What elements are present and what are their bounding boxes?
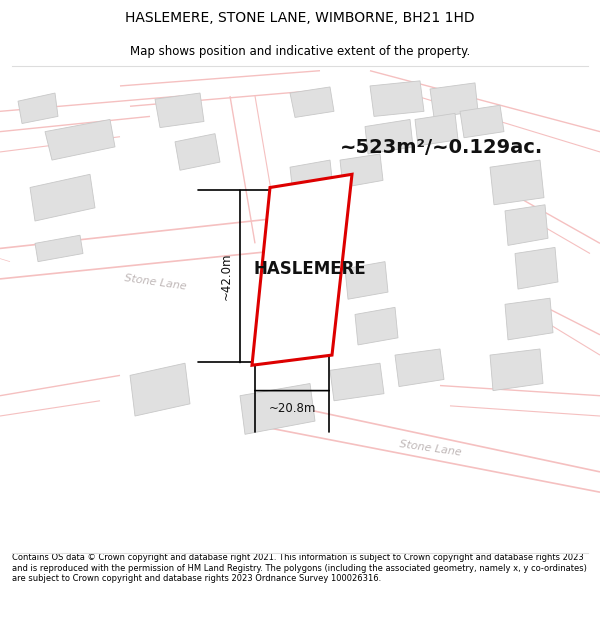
Polygon shape: [330, 363, 384, 401]
Text: ~523m²/~0.129ac.: ~523m²/~0.129ac.: [340, 138, 543, 157]
Polygon shape: [285, 272, 328, 311]
Polygon shape: [365, 119, 413, 154]
Polygon shape: [345, 262, 388, 299]
Text: ~20.8m: ~20.8m: [268, 402, 316, 416]
Polygon shape: [505, 205, 548, 246]
Polygon shape: [18, 93, 58, 124]
Polygon shape: [240, 384, 315, 434]
Polygon shape: [35, 235, 83, 262]
Text: HASLEMERE: HASLEMERE: [254, 260, 367, 278]
Polygon shape: [430, 83, 478, 118]
Polygon shape: [285, 215, 328, 254]
Polygon shape: [175, 134, 220, 170]
Text: HASLEMERE, STONE LANE, WIMBORNE, BH21 1HD: HASLEMERE, STONE LANE, WIMBORNE, BH21 1H…: [125, 11, 475, 26]
Polygon shape: [130, 363, 190, 416]
Polygon shape: [505, 298, 553, 340]
Polygon shape: [290, 87, 334, 118]
Polygon shape: [460, 105, 504, 138]
Polygon shape: [395, 349, 444, 386]
Text: Stone Lane: Stone Lane: [123, 272, 187, 291]
Polygon shape: [490, 160, 544, 205]
Text: ~42.0m: ~42.0m: [220, 253, 233, 300]
Polygon shape: [155, 93, 204, 128]
Polygon shape: [415, 113, 458, 146]
Text: Map shows position and indicative extent of the property.: Map shows position and indicative extent…: [130, 45, 470, 58]
Polygon shape: [30, 174, 95, 221]
Polygon shape: [45, 119, 115, 160]
Polygon shape: [252, 174, 352, 365]
Polygon shape: [340, 154, 383, 188]
Polygon shape: [290, 160, 333, 194]
Polygon shape: [490, 349, 543, 391]
Polygon shape: [515, 248, 558, 289]
Polygon shape: [370, 81, 424, 116]
Text: Contains OS data © Crown copyright and database right 2021. This information is : Contains OS data © Crown copyright and d…: [12, 553, 587, 583]
Polygon shape: [355, 308, 398, 345]
Text: Stone Lane: Stone Lane: [398, 439, 462, 458]
